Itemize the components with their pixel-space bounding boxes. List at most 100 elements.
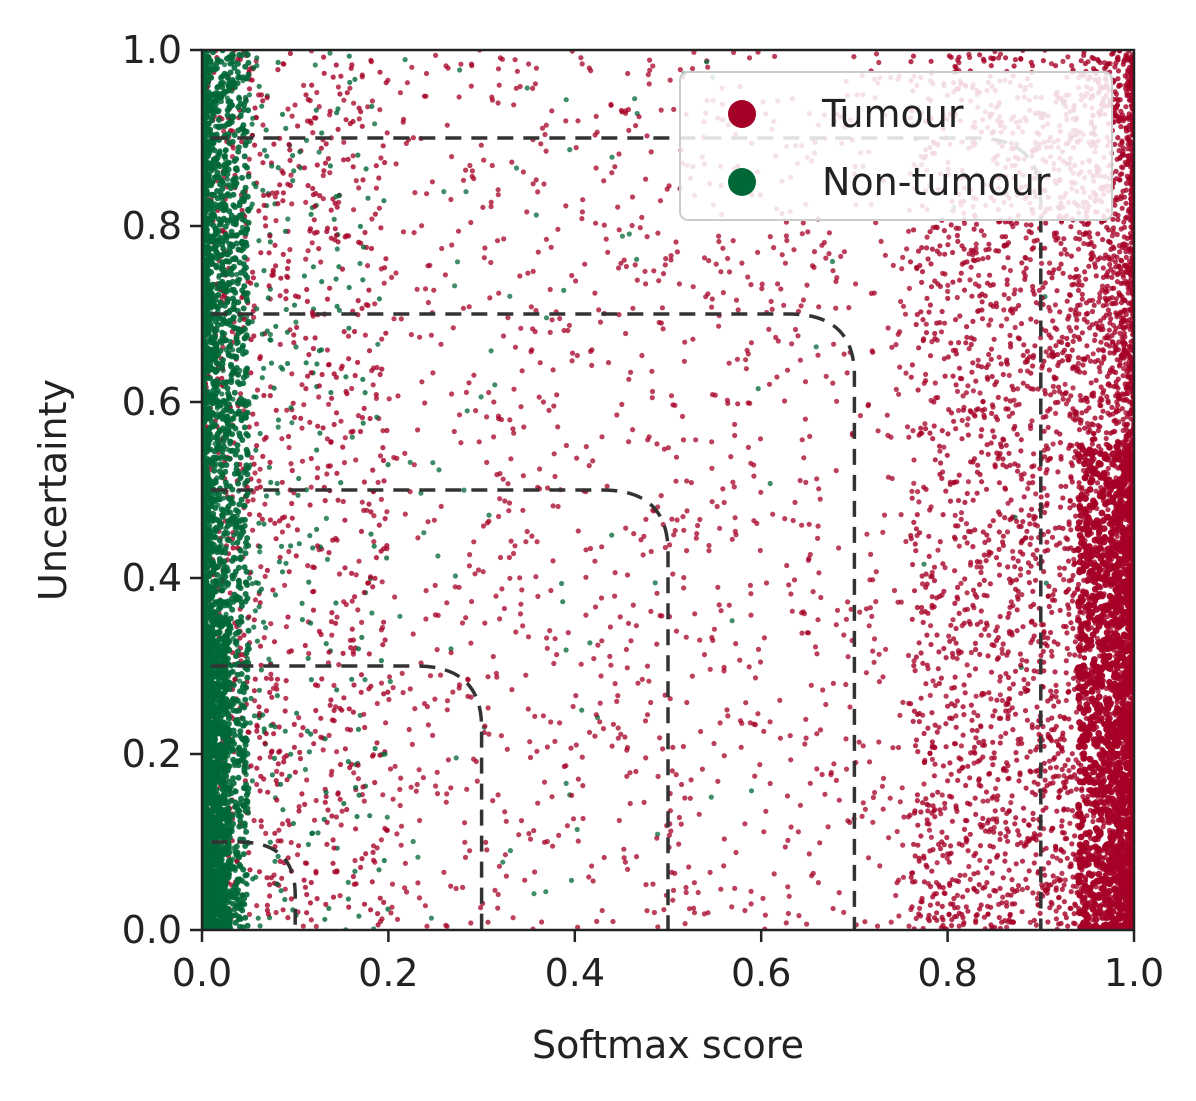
tumour-point: [1051, 756, 1057, 762]
tumour-point: [506, 508, 512, 514]
tumour-point: [668, 253, 674, 259]
tumour-point: [968, 247, 974, 253]
tumour-point: [647, 57, 653, 63]
tumour-point: [1020, 519, 1026, 525]
tumour-point: [615, 204, 621, 210]
tumour-point: [964, 259, 970, 265]
tumour-point: [299, 458, 306, 464]
tumour-point: [1039, 260, 1045, 266]
tumour-point: [674, 249, 681, 255]
tumour-point: [549, 317, 555, 323]
tumour-point: [272, 194, 278, 200]
tumour-point: [519, 587, 525, 593]
tumour-point: [598, 595, 605, 601]
tumour-point: [1069, 479, 1075, 485]
tumour-point: [499, 586, 505, 592]
tumour-point: [1084, 399, 1090, 405]
tumour-point: [651, 909, 658, 916]
tumour-point: [489, 162, 495, 169]
tumour-point: [841, 909, 847, 916]
tumour-point: [1024, 658, 1030, 664]
tumour-point: [1088, 380, 1094, 386]
tumour-point: [1054, 855, 1060, 861]
tumour-point: [586, 463, 592, 469]
non-tumour-point: [561, 287, 567, 293]
tumour-point: [814, 651, 820, 657]
tumour-point: [1066, 324, 1072, 331]
tumour-point: [969, 369, 975, 375]
tumour-point: [761, 635, 768, 641]
tumour-point: [400, 229, 407, 235]
tumour-point: [759, 286, 765, 292]
tumour-point: [455, 228, 462, 234]
tumour-point: [1019, 909, 1025, 915]
tumour-point: [502, 852, 508, 858]
tumour-point: [1027, 257, 1033, 263]
tumour-point: [987, 272, 993, 278]
tumour-point: [1068, 724, 1074, 730]
tumour-point: [1000, 371, 1006, 378]
tumour-point: [1069, 808, 1075, 814]
tumour-point: [511, 102, 517, 108]
tumour-point: [911, 588, 918, 594]
tumour-point: [868, 290, 875, 296]
tumour-point: [985, 798, 991, 804]
tumour-point: [279, 529, 285, 535]
tumour-point: [1067, 497, 1073, 504]
tumour-point: [847, 704, 853, 710]
tumour-point: [1006, 413, 1012, 419]
tumour-point: [946, 407, 952, 413]
tumour-point: [624, 773, 630, 779]
tumour-point: [512, 543, 518, 549]
tumour-point: [775, 281, 781, 287]
tumour-point: [802, 416, 809, 422]
tumour-point: [816, 304, 822, 310]
tumour-point: [712, 392, 718, 398]
tumour-point: [985, 653, 991, 659]
tumour-point: [901, 814, 907, 820]
tumour-point: [425, 263, 431, 269]
tumour-point: [283, 695, 289, 701]
tumour-point: [453, 885, 459, 892]
tumour-point: [1073, 325, 1080, 331]
tumour-point: [683, 889, 689, 896]
tumour-point: [932, 457, 938, 463]
tumour-point: [542, 131, 548, 138]
tumour-point: [597, 319, 604, 325]
tumour-point: [967, 277, 973, 283]
tumour-point: [909, 904, 915, 910]
tumour-point: [948, 222, 954, 228]
tumour-point: [843, 736, 849, 742]
tumour-point: [746, 664, 752, 670]
tumour-point: [886, 835, 892, 841]
tumour-point: [549, 794, 555, 800]
tumour-point: [588, 348, 594, 354]
tumour-point: [254, 781, 260, 788]
tumour-point: [927, 229, 933, 235]
tumour-point: [1045, 424, 1051, 430]
tumour-point: [438, 341, 444, 347]
tumour-point: [964, 490, 970, 497]
tumour-point: [1082, 269, 1088, 275]
tumour-point: [1053, 410, 1059, 416]
tumour-point: [1023, 842, 1029, 848]
tumour-point: [960, 407, 967, 413]
tumour-point: [338, 822, 344, 828]
tumour-point: [880, 529, 886, 536]
tumour-point: [589, 863, 595, 869]
tumour-point: [356, 558, 362, 564]
tumour-point: [935, 394, 941, 401]
tumour-point: [579, 209, 586, 215]
tumour-point: [622, 734, 628, 740]
tumour-point: [1011, 63, 1017, 69]
tumour-point: [973, 221, 980, 227]
tumour-point: [434, 791, 441, 797]
tumour-point: [379, 579, 385, 585]
tumour-point: [716, 233, 722, 239]
tumour-point: [1056, 565, 1063, 571]
tumour-point: [546, 407, 552, 413]
tumour-point: [444, 707, 450, 713]
tumour-point: [906, 228, 912, 234]
tumour-point: [578, 661, 584, 667]
tumour-point: [1069, 282, 1075, 288]
